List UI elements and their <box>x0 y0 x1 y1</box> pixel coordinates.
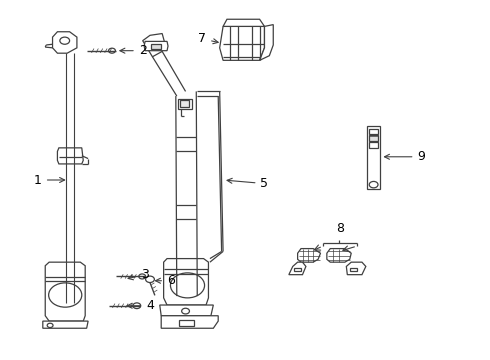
Polygon shape <box>223 19 265 26</box>
Polygon shape <box>144 41 168 51</box>
Text: 2: 2 <box>120 44 147 57</box>
Circle shape <box>146 276 154 283</box>
Polygon shape <box>327 249 351 262</box>
Polygon shape <box>220 26 265 60</box>
Text: 3: 3 <box>128 268 149 281</box>
Polygon shape <box>289 262 306 275</box>
Polygon shape <box>297 249 320 262</box>
Bar <box>151 44 161 49</box>
Text: 1: 1 <box>34 174 65 186</box>
Polygon shape <box>260 24 273 60</box>
Bar <box>369 135 378 141</box>
Bar <box>178 99 192 109</box>
Bar <box>367 126 380 189</box>
Polygon shape <box>43 321 88 328</box>
Circle shape <box>139 274 146 279</box>
Bar <box>369 129 378 134</box>
Text: 9: 9 <box>385 150 425 163</box>
Text: 6: 6 <box>155 274 175 287</box>
Text: 4: 4 <box>127 299 154 312</box>
Circle shape <box>133 303 141 309</box>
Bar <box>294 268 300 271</box>
Text: 5: 5 <box>227 177 269 190</box>
Bar <box>179 320 194 327</box>
Polygon shape <box>161 316 218 328</box>
Circle shape <box>182 308 190 314</box>
Polygon shape <box>164 258 208 305</box>
Polygon shape <box>346 262 366 275</box>
Bar <box>350 268 357 271</box>
Circle shape <box>60 37 70 44</box>
Circle shape <box>47 323 53 328</box>
Circle shape <box>369 181 378 188</box>
Bar <box>180 100 189 108</box>
Circle shape <box>171 273 204 298</box>
Polygon shape <box>160 305 213 316</box>
Text: 7: 7 <box>198 32 218 45</box>
Circle shape <box>109 48 116 53</box>
Polygon shape <box>57 148 83 164</box>
Circle shape <box>49 283 82 307</box>
Bar <box>369 142 378 148</box>
Text: 8: 8 <box>336 222 344 235</box>
Polygon shape <box>52 32 77 53</box>
Polygon shape <box>143 33 165 57</box>
Polygon shape <box>45 262 85 321</box>
